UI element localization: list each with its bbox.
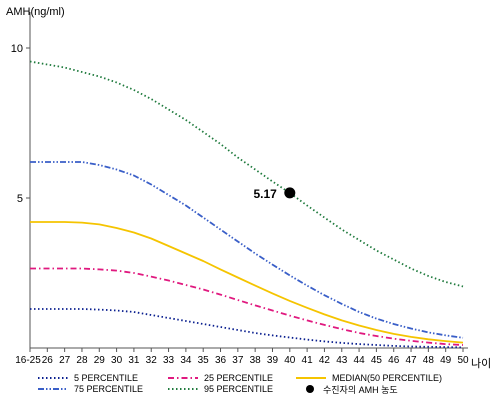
- legend-item-marker: 수진자의 AMH 농도: [303, 383, 398, 395]
- x-ticks: 16-25 26 27 28 29 30 31 32 33 34 35 36 37 38 39 40 41 42 4…: [15, 348, 469, 366]
- x-tick-label: 36: [215, 355, 227, 366]
- patient-marker-label: 5.17: [253, 187, 277, 201]
- y-ticks: 5 10: [11, 43, 30, 205]
- series-line-1: [30, 267, 464, 346]
- legend-swatch-p25: [168, 377, 198, 379]
- patient-marker-dot: [284, 187, 296, 199]
- x-tick-label: 45: [371, 355, 383, 366]
- x-axis-title: 나이: [471, 357, 491, 370]
- legend-swatch-p5: [38, 377, 68, 379]
- legend-swatch-marker: [306, 385, 314, 393]
- legend-label-p75: 75 PERCENTILE: [74, 384, 144, 394]
- legend-label-median: MEDIAN(50 PERCENTILE): [332, 373, 443, 383]
- x-tick-label: 27: [59, 355, 71, 366]
- y-tick-label: 5: [17, 193, 23, 205]
- legend-swatch-p75: [38, 388, 68, 390]
- legend-item-p25: 25 PERCENTILE: [168, 372, 273, 384]
- x-tick-label: 43: [336, 355, 348, 366]
- legend-item-p95: 95 PERCENTILE: [168, 383, 273, 395]
- x-tick-label: 50: [457, 355, 469, 366]
- series-lines: [29, 60, 464, 349]
- legend-swatch-p95: [168, 388, 198, 390]
- x-tick-label: 35: [198, 355, 210, 366]
- legend: 5 PERCENTILE 25 PERCENTILE MEDIAN(50 PER…: [38, 372, 498, 398]
- y-axis-title: AMH(ng/ml): [6, 6, 65, 18]
- x-tick-label: 49: [440, 355, 452, 366]
- series-line-2: [30, 221, 464, 344]
- series-line-0: [30, 308, 464, 349]
- x-tick-label: 44: [354, 355, 366, 366]
- axes: [29, 12, 468, 349]
- series-line-3: [30, 161, 464, 339]
- x-tick-label: 26: [42, 355, 54, 366]
- legend-label-p95: 95 PERCENTILE: [204, 384, 274, 394]
- x-tick-label: 40: [284, 355, 296, 366]
- x-tick-label: 33: [163, 355, 175, 366]
- x-tick-label: 38: [250, 355, 262, 366]
- x-tick-label: 34: [180, 355, 192, 366]
- legend-swatch-median: [296, 377, 326, 379]
- x-tick-label: 37: [232, 355, 244, 366]
- x-tick-label: 32: [146, 355, 158, 366]
- legend-label-p5: 5 PERCENTILE: [74, 373, 139, 383]
- x-tick-label: 39: [267, 355, 279, 366]
- legend-label-p25: 25 PERCENTILE: [204, 373, 274, 383]
- x-tick-label: 48: [423, 355, 435, 366]
- x-tick-label: 47: [405, 355, 417, 366]
- legend-item-p5: 5 PERCENTILE: [38, 372, 138, 384]
- legend-item-p75: 75 PERCENTILE: [38, 383, 143, 395]
- x-tick-label: 16-25: [15, 355, 41, 366]
- series-line-4: [29, 60, 464, 288]
- x-tick-label: 28: [76, 355, 88, 366]
- y-tick-label: 10: [11, 43, 23, 55]
- x-tick-label: 29: [94, 355, 106, 366]
- legend-label-marker: 수진자의 AMH 농도: [323, 384, 398, 395]
- x-tick-label: 42: [319, 355, 331, 366]
- marker-layer: 5.17: [253, 187, 296, 201]
- legend-item-median: MEDIAN(50 PERCENTILE): [296, 372, 442, 384]
- x-tick-label: 46: [388, 355, 400, 366]
- x-tick-label: 41: [302, 355, 314, 366]
- x-tick-label: 30: [111, 355, 123, 366]
- x-tick-label: 31: [128, 355, 140, 366]
